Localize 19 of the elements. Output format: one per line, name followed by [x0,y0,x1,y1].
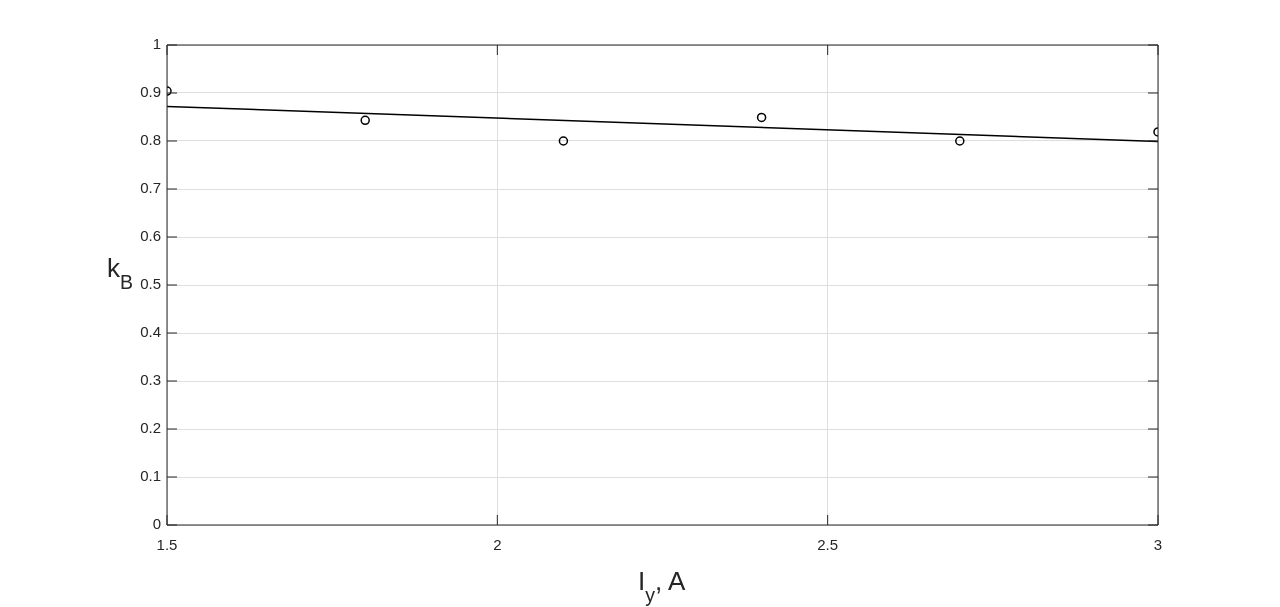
y-tick-label: 0.4 [140,323,161,341]
y-tick-label: 1 [152,35,161,53]
x-tick-label: 1.5 [156,536,178,554]
y-tick-label: 0.3 [140,371,161,389]
y-tick-label: 0.1 [140,467,161,485]
x-tick-label: 2.5 [817,536,839,554]
x-tick-label: 3 [1153,536,1163,554]
y-tick-label: 0.8 [140,131,161,149]
y-tick-label: 0.5 [140,275,161,293]
y-tick-label: 0.2 [140,419,161,437]
y-tick-label: 0.7 [140,179,161,197]
point [558,136,569,146]
y-tick-label: 0.9 [140,83,161,101]
y-tick-label: 0 [152,515,161,533]
point [955,136,965,146]
x-tick-label: 2 [493,536,502,554]
point [360,115,370,126]
point [756,112,767,123]
y-tick-label: 0.6 [140,227,161,245]
